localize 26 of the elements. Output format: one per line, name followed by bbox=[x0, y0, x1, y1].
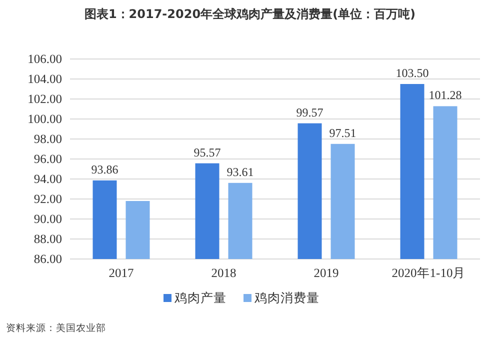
x-tick-label: 2018 bbox=[211, 266, 236, 280]
chart-title: 图表1：2017-2020年全球鸡肉产量及消费量(单位：百万吨) bbox=[84, 7, 416, 21]
y-tick-label: 92.00 bbox=[34, 192, 62, 206]
y-tick-label: 94.00 bbox=[34, 172, 62, 186]
y-tick-label: 102.00 bbox=[28, 92, 62, 106]
x-tick-label: 2017 bbox=[108, 266, 134, 280]
y-tick-label: 88.00 bbox=[34, 232, 62, 246]
y-tick-label: 98.00 bbox=[34, 132, 62, 146]
legend-label: 鸡肉产量 bbox=[174, 290, 226, 305]
data-label: 93.86 bbox=[91, 162, 118, 176]
legend-label: 鸡肉消费量 bbox=[254, 290, 320, 305]
data-label: 99.57 bbox=[296, 105, 324, 120]
y-tick-label: 100.00 bbox=[28, 112, 62, 126]
x-tick-label: 2019 bbox=[314, 266, 339, 280]
y-tick-label: 106.00 bbox=[28, 52, 62, 66]
data-label: 95.57 bbox=[194, 145, 221, 160]
data-label: 101.28 bbox=[428, 88, 462, 102]
y-tick-label: 96.00 bbox=[34, 152, 62, 166]
y-tick-label: 90.00 bbox=[34, 212, 62, 226]
x-tick-label: 2020年1-10月 bbox=[392, 266, 466, 280]
y-tick-label: 104.00 bbox=[28, 72, 62, 86]
data-label: 103.50 bbox=[396, 66, 429, 80]
text: 资料来源：美国农业部 bbox=[6, 322, 106, 334]
data-label: 93.61 bbox=[226, 164, 254, 179]
y-tick-label: 86.00 bbox=[34, 252, 62, 266]
data-label: 97.51 bbox=[329, 126, 356, 140]
